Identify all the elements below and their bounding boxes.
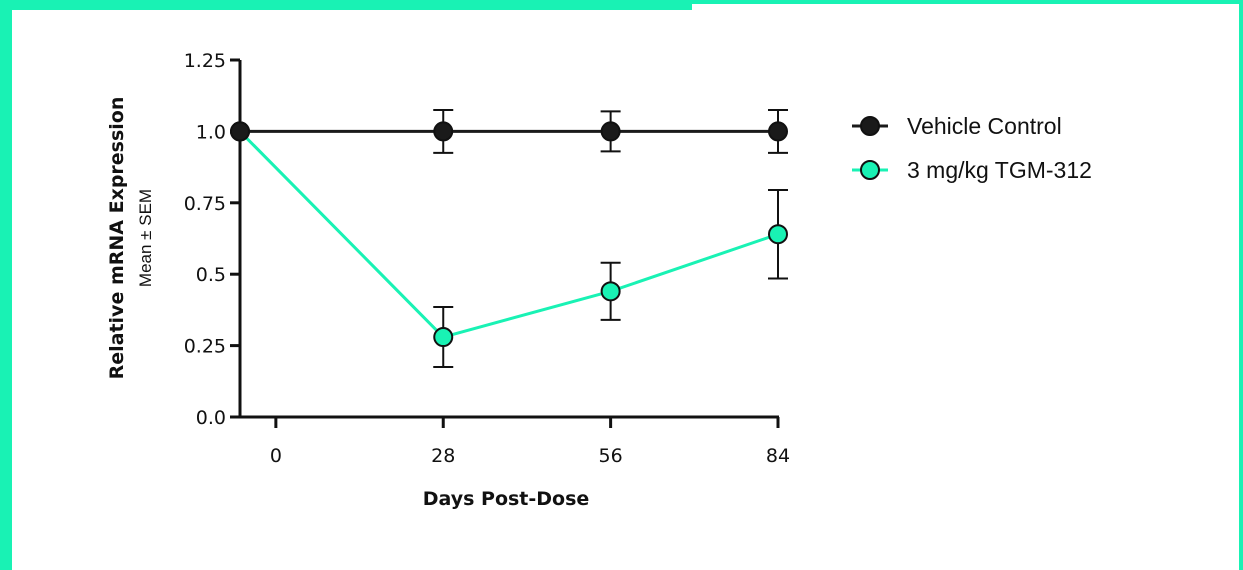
data-point — [433, 121, 454, 142]
accent-border-left — [0, 0, 12, 570]
legend-marker — [860, 160, 880, 180]
series-layer — [230, 108, 788, 369]
x-axis-title: Days Post-Dose — [423, 488, 590, 510]
data-point — [600, 121, 621, 142]
y-tick-label: 1.0 — [196, 121, 226, 143]
legend-label: 3 mg/kg TGM-312 — [907, 157, 1092, 183]
y-axis-subtitle: Mean ± SEM — [136, 189, 155, 287]
x-tick-label: 0 — [270, 445, 282, 467]
y-tick-label: 0.25 — [184, 336, 226, 358]
y-tick-label: 1.25 — [184, 50, 226, 72]
data-point — [768, 224, 788, 245]
legend: Vehicle Control 3 mg/kg TGM-312 — [852, 113, 1092, 183]
series-vehicle-control — [230, 108, 788, 154]
y-tick-label: 0.5 — [196, 264, 226, 286]
legend-item: Vehicle Control — [852, 113, 1062, 139]
data-point — [230, 121, 250, 142]
accent-border-top-thin — [692, 0, 1243, 4]
data-point — [768, 121, 788, 142]
x-tick-label: 28 — [431, 445, 455, 467]
x-tick-label: 84 — [766, 445, 790, 467]
data-point — [600, 281, 621, 302]
accent-border-top — [0, 0, 692, 10]
y-axis-title: Relative mRNA Expression — [106, 97, 128, 380]
legend-label: Vehicle Control — [907, 113, 1062, 139]
x-tick-label: 56 — [599, 445, 623, 467]
legend-marker — [860, 116, 880, 136]
axes: 0.0 0.25 0.5 0.75 1.0 1.25 0 28 56 84 — [184, 50, 790, 467]
accent-border-right — [1239, 0, 1243, 570]
series-tgm-312 — [230, 121, 788, 369]
series-line — [238, 130, 779, 339]
y-tick-label: 0.0 — [196, 407, 226, 429]
data-point — [433, 327, 454, 348]
y-tick-label: 0.75 — [184, 193, 226, 215]
legend-item: 3 mg/kg TGM-312 — [852, 157, 1092, 183]
